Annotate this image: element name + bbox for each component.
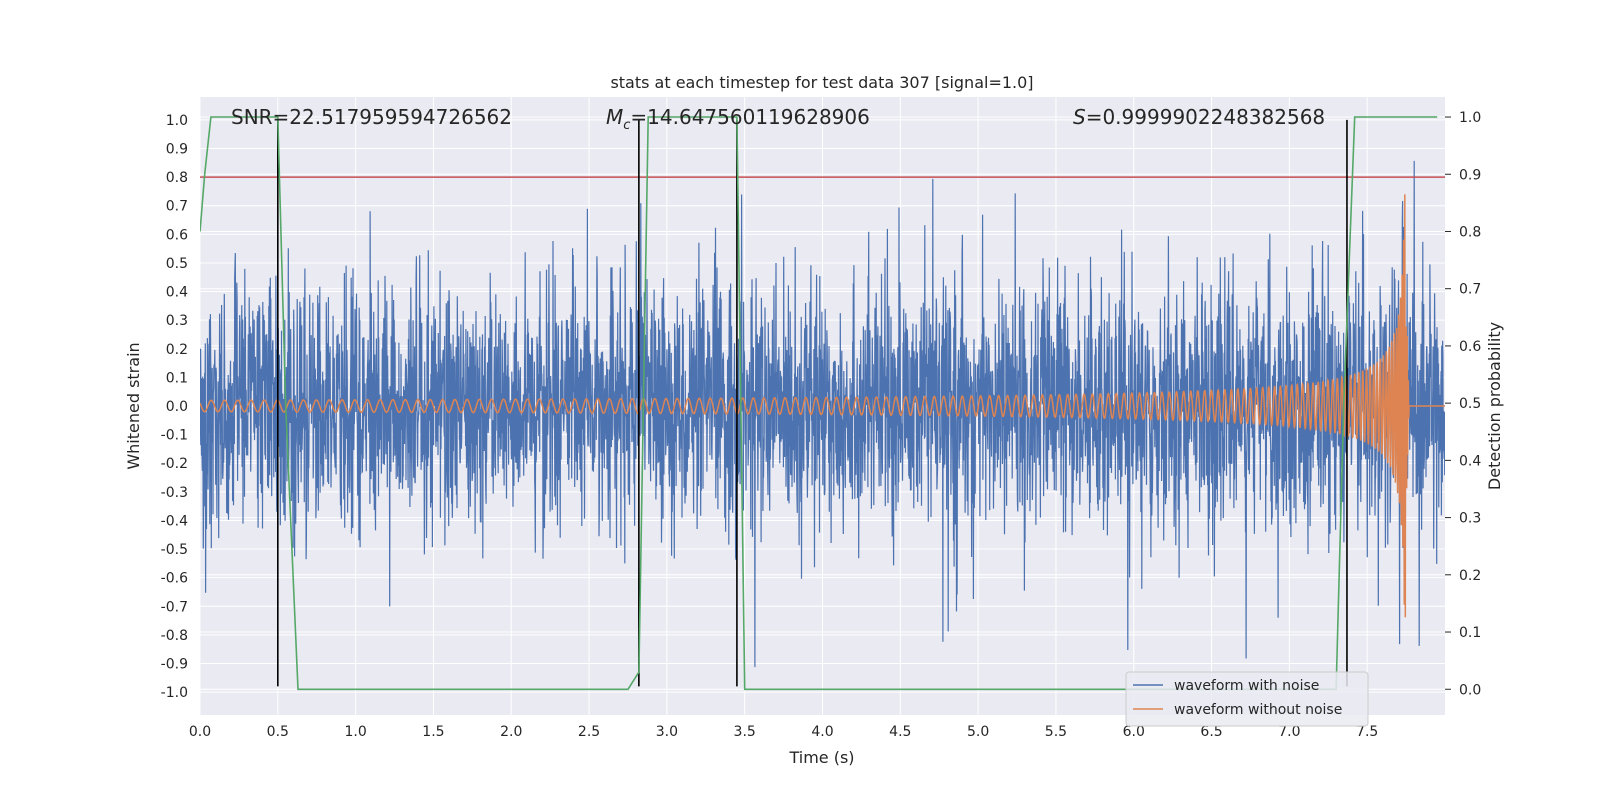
tick-layer: 0.0 0.5 1.0 1.5 2.0 2.5 3.0 3.5 4.0 4.5 5.0 5.5 6.0 6…: [161, 110, 1482, 740]
x-tick-label: 5.0: [967, 724, 989, 740]
x-tick-label: 4.0: [811, 724, 833, 740]
y2-tick-label: 0.3: [1459, 511, 1481, 527]
y-tick-label: 0.0: [166, 399, 188, 415]
y-tick-label: 0.4: [166, 285, 188, 301]
y-tick-label: -0.4: [161, 513, 188, 529]
y2-tick-label: 0.0: [1459, 682, 1481, 698]
x-axis-label: Time (s): [788, 748, 854, 767]
y-tick-label: 0.7: [166, 199, 188, 215]
series-waveform-without-noise: [200, 194, 1445, 618]
legend-box: [1125, 671, 1369, 727]
series-detection-probability: [200, 116, 1438, 691]
legend-label-noisy: waveform with noise: [1174, 678, 1319, 694]
x-tick-label: 7.0: [1278, 724, 1300, 740]
legend-label-clean: waveform without noise: [1174, 702, 1342, 718]
y-tick-label: -0.2: [161, 456, 188, 472]
y-tick-label: -0.5: [161, 542, 188, 558]
chirp-mass-value: =14.647560119628906: [630, 105, 869, 129]
y-tick-label: 0.3: [166, 313, 188, 329]
y2-tick-label: 0.6: [1459, 339, 1481, 355]
score-annotation: S=0.9999902248382568: [1073, 105, 1325, 129]
y-tick-label: -0.3: [161, 485, 188, 501]
chart-title: stats at each timestep for test data 307…: [610, 73, 1033, 92]
y-tick-label: -0.9: [161, 657, 188, 673]
y2-tick-label: 1.0: [1459, 110, 1481, 126]
x-tick-label: 2.5: [578, 724, 600, 740]
x-tick-label: 5.5: [1045, 724, 1067, 740]
chirp-mass-annotation: Mc=14.647560119628906: [606, 105, 870, 133]
chirp-mass-symbol: M: [606, 105, 623, 129]
legend: waveform with noise waveform without noi…: [1125, 671, 1369, 727]
y-tick-label: -0.6: [161, 571, 188, 587]
y-tick-label: -1.0: [161, 685, 188, 701]
x-tick-label: 2.0: [500, 724, 522, 740]
data-layer: [200, 116, 1445, 691]
y-tick-label: 0.9: [166, 142, 188, 158]
y2-tick-label: 0.1: [1459, 625, 1481, 641]
y-tick-label: 0.8: [166, 170, 188, 186]
y-tick-label: 0.2: [166, 342, 188, 358]
y-tick-label: 0.6: [166, 227, 188, 243]
chirp-mass-subscript: c: [623, 118, 630, 133]
series-waveform-with-noise: [200, 160, 1445, 668]
x-tick-label: 0.0: [189, 724, 211, 740]
y-tick-label: -0.8: [161, 628, 188, 644]
x-tick-label: 3.5: [734, 724, 756, 740]
y-tick-label: 0.5: [166, 256, 188, 272]
x-tick-label: 6.0: [1123, 724, 1145, 740]
snr-annotation: SNR=22.517959594726562: [231, 105, 512, 129]
y-tick-label: 1.0: [166, 113, 188, 129]
x-tick-label: 4.5: [889, 724, 911, 740]
x-tick-label: 3.0: [656, 724, 678, 740]
score-symbol: S: [1073, 105, 1086, 129]
y-tick-label: -0.1: [161, 428, 188, 444]
x-tick-label: 7.5: [1356, 724, 1378, 740]
x-tick-label: 0.5: [267, 724, 289, 740]
y2-axis-label: Detection probability: [1485, 322, 1504, 490]
x-tick-label: 1.0: [344, 724, 366, 740]
y-tick-label: -0.7: [161, 599, 188, 615]
x-tick-label: 6.5: [1200, 724, 1222, 740]
y-axis-label: Whitened strain: [124, 342, 143, 469]
y-tick-label: 0.1: [166, 370, 188, 386]
y2-tick-label: 0.5: [1459, 396, 1481, 412]
y2-tick-label: 0.4: [1459, 453, 1481, 469]
x-tick-label: 1.5: [422, 724, 444, 740]
score-value: =0.9999902248382568: [1086, 105, 1325, 129]
y2-tick-label: 0.2: [1459, 568, 1481, 584]
y2-tick-label: 0.8: [1459, 224, 1481, 240]
y2-tick-label: 0.9: [1459, 167, 1481, 183]
y2-tick-label: 0.7: [1459, 282, 1481, 298]
